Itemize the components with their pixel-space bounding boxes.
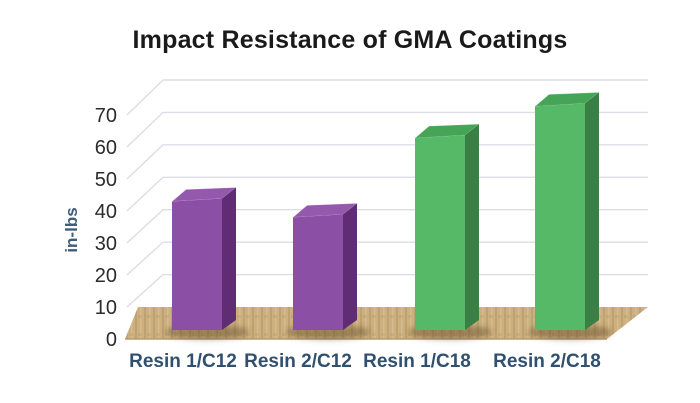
bar-series (165, 91, 612, 340)
x-axis-label-resin-1-c18: Resin 1/C18 (363, 351, 471, 372)
y-tick-label-20: 20 (95, 265, 117, 287)
bar-side-face (222, 187, 236, 330)
gridline-50 (126, 144, 648, 180)
bar-side-face (465, 124, 479, 330)
y-tick-label-30: 30 (95, 233, 117, 255)
y-tick-label-0: 0 (106, 329, 117, 351)
bar-front-face (172, 198, 222, 330)
y-tick-label-60: 60 (95, 137, 117, 159)
bar-side-face (585, 92, 599, 331)
bar-side-face (343, 203, 357, 330)
bar-resin-1-c12 (165, 187, 249, 340)
y-tick-label-50: 50 (95, 169, 117, 191)
x-axis-label-resin-2-c12: Resin 2/C12 (244, 351, 352, 372)
bar-resin-1-c18 (408, 123, 492, 340)
bar-resin-2-c12 (286, 202, 370, 340)
y-axis-title: in-lbs (62, 207, 81, 252)
x-axis-label-resin-2-c18: Resin 2/C18 (493, 351, 601, 372)
chart-title: Impact Resistance of GMA Coatings (132, 26, 568, 54)
gridline-40 (126, 176, 648, 212)
bar-resin-2-c18 (528, 91, 612, 340)
y-axis-tick-labels: 0 10 20 30 40 50 60 70 (95, 105, 117, 351)
y-tick-label-70: 70 (95, 105, 117, 127)
bar-front-face (535, 103, 585, 331)
gridline-60 (126, 111, 648, 148)
x-axis-label-resin-1-c12: Resin 1/C12 (129, 351, 237, 372)
y-tick-label-40: 40 (95, 201, 117, 223)
gridlines (126, 79, 648, 308)
y-tick-label-10: 10 (95, 297, 117, 319)
gridline-20 (126, 241, 648, 276)
bar-front-face (293, 214, 343, 330)
gridline-30 (126, 209, 648, 244)
bar-front-face (415, 135, 465, 330)
gridline-10 (126, 273, 648, 308)
x-axis-category-labels: Resin 1/C12 Resin 2/C12 Resin 1/C18 Resin 2… (129, 351, 601, 372)
gridline-70 (126, 79, 648, 116)
